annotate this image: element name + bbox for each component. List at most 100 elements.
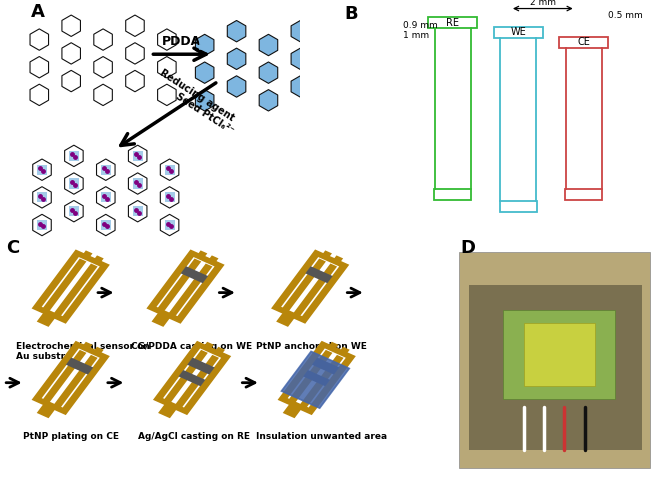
Polygon shape xyxy=(157,84,176,105)
Polygon shape xyxy=(154,342,230,414)
Polygon shape xyxy=(42,257,100,316)
Polygon shape xyxy=(227,48,246,69)
Text: Ag/AgCl casting on RE: Ag/AgCl casting on RE xyxy=(138,432,250,441)
Polygon shape xyxy=(197,251,206,259)
Bar xyxy=(165,164,174,175)
Polygon shape xyxy=(62,43,81,64)
Polygon shape xyxy=(333,256,342,264)
Polygon shape xyxy=(96,214,115,236)
Text: CG/PDDA casting on WE: CG/PDDA casting on WE xyxy=(131,342,253,351)
Polygon shape xyxy=(33,250,108,323)
Polygon shape xyxy=(55,356,96,407)
Polygon shape xyxy=(96,159,115,181)
Polygon shape xyxy=(30,29,49,50)
Polygon shape xyxy=(42,348,100,407)
Bar xyxy=(165,192,174,203)
Bar xyxy=(559,37,609,47)
Bar xyxy=(133,206,143,216)
Bar xyxy=(101,164,111,175)
Bar xyxy=(133,179,143,188)
Polygon shape xyxy=(215,348,224,355)
Bar xyxy=(101,220,111,230)
Polygon shape xyxy=(153,313,169,326)
Bar xyxy=(428,17,478,28)
Polygon shape xyxy=(329,343,337,350)
Polygon shape xyxy=(291,48,310,69)
Polygon shape xyxy=(126,70,144,92)
Polygon shape xyxy=(281,351,349,408)
Polygon shape xyxy=(159,260,200,310)
Polygon shape xyxy=(288,348,346,407)
Text: WE: WE xyxy=(510,27,526,37)
Polygon shape xyxy=(65,201,83,222)
Polygon shape xyxy=(126,15,144,37)
Bar xyxy=(500,201,537,212)
Polygon shape xyxy=(38,313,54,326)
Polygon shape xyxy=(94,348,102,355)
Polygon shape xyxy=(272,250,348,323)
Polygon shape xyxy=(204,343,213,350)
Polygon shape xyxy=(306,267,331,282)
Text: 1 mm: 1 mm xyxy=(403,31,430,40)
Bar xyxy=(263,67,274,78)
Polygon shape xyxy=(313,359,338,373)
Polygon shape xyxy=(322,251,331,259)
Bar xyxy=(524,323,595,386)
Text: Insulation unwanted area: Insulation unwanted area xyxy=(256,432,387,441)
Polygon shape xyxy=(176,356,218,407)
Text: Reducing agent: Reducing agent xyxy=(157,67,236,122)
Polygon shape xyxy=(126,43,144,64)
Bar xyxy=(231,54,242,64)
Polygon shape xyxy=(284,405,300,417)
Bar xyxy=(69,206,79,216)
Polygon shape xyxy=(157,257,215,316)
Bar xyxy=(494,27,543,38)
Polygon shape xyxy=(279,342,354,414)
Polygon shape xyxy=(227,76,246,97)
Bar xyxy=(199,67,210,78)
Text: 2 mm: 2 mm xyxy=(530,0,556,7)
Text: A: A xyxy=(31,3,45,20)
Polygon shape xyxy=(30,57,49,78)
Bar xyxy=(69,179,79,188)
Polygon shape xyxy=(44,260,85,310)
Polygon shape xyxy=(301,356,342,407)
Polygon shape xyxy=(304,371,329,385)
Polygon shape xyxy=(65,173,83,194)
Polygon shape xyxy=(129,145,147,166)
Bar xyxy=(37,220,47,230)
Polygon shape xyxy=(148,250,223,323)
Polygon shape xyxy=(165,351,207,402)
Polygon shape xyxy=(160,187,179,208)
Text: PtNP anchored on WE: PtNP anchored on WE xyxy=(256,342,367,351)
Polygon shape xyxy=(195,34,214,56)
Text: 0.5 mm: 0.5 mm xyxy=(609,11,643,20)
Polygon shape xyxy=(94,29,112,50)
Polygon shape xyxy=(96,187,115,208)
Polygon shape xyxy=(33,342,108,414)
Bar xyxy=(231,81,242,92)
Bar xyxy=(469,285,642,450)
Polygon shape xyxy=(277,313,294,326)
Polygon shape xyxy=(283,260,325,310)
Polygon shape xyxy=(129,173,147,194)
Polygon shape xyxy=(83,251,91,259)
Text: B: B xyxy=(344,5,358,23)
Bar xyxy=(263,40,274,50)
Polygon shape xyxy=(160,214,179,236)
Polygon shape xyxy=(259,90,277,111)
Polygon shape xyxy=(157,57,176,78)
Polygon shape xyxy=(291,76,310,97)
Polygon shape xyxy=(159,405,176,417)
Polygon shape xyxy=(67,359,92,373)
Polygon shape xyxy=(30,84,49,105)
Polygon shape xyxy=(227,20,246,42)
Polygon shape xyxy=(33,214,51,236)
Polygon shape xyxy=(195,62,214,83)
Polygon shape xyxy=(291,20,310,42)
Text: PDDA: PDDA xyxy=(162,35,201,48)
Polygon shape xyxy=(182,267,207,282)
Bar xyxy=(37,192,47,203)
Polygon shape xyxy=(259,62,277,83)
Bar xyxy=(231,26,242,37)
